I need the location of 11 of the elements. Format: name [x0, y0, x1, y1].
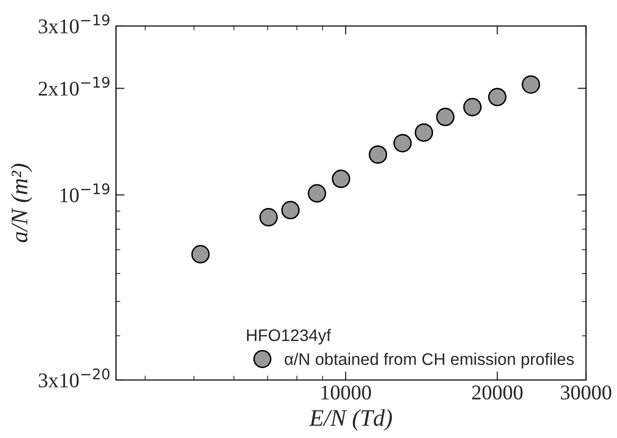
x-tick-label: 10000: [321, 385, 371, 400]
y-tick-label: 2x10$^{−19}$: [38, 76, 110, 96]
x-tick-label: 20000: [472, 385, 523, 400]
legend-title: HFO1234yf: [247, 328, 331, 344]
y-tick-label: 3x10$^{−20}$: [38, 368, 110, 388]
y-tick-label: 10$^{−19}$: [60, 183, 110, 202]
x-tick-label: 30000: [560, 385, 612, 400]
x-axis-title: E/N (Td): [309, 409, 392, 431]
y-tick-label: 3x10$^{−19}$: [38, 14, 110, 34]
legend-label: α/N obtained from CH emission profiles: [284, 352, 574, 368]
y-axis-title: a/N (m²): [10, 164, 32, 242]
